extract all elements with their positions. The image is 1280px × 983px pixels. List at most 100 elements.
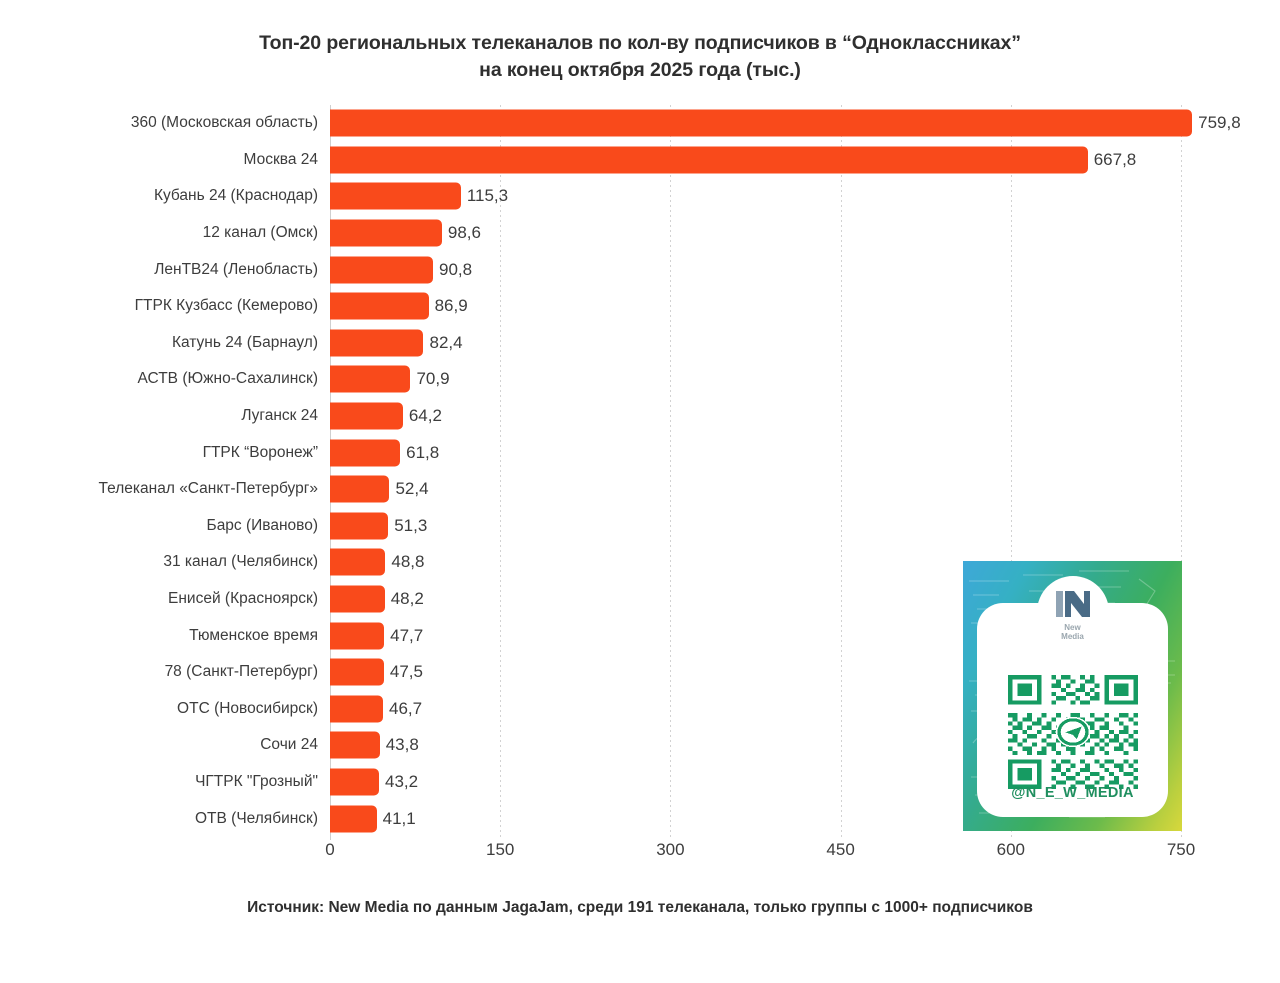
- bar[interactable]: [330, 219, 442, 247]
- bar-category-label: 78 (Санкт-Петербург): [164, 663, 318, 681]
- bar[interactable]: [330, 731, 380, 759]
- bar-value-label: 43,8: [385, 735, 419, 755]
- bar-category-label: Катунь 24 (Барнаул): [171, 333, 318, 351]
- bar[interactable]: [330, 365, 411, 393]
- bar-value-label: 98,6: [447, 223, 481, 243]
- bar[interactable]: [330, 768, 380, 796]
- qr-card-body: @N_E_W_MEDIA: [977, 603, 1168, 817]
- bar-row: ГТРК Кузбасс (Кемерово) 86,9: [0, 288, 1280, 325]
- bar-row: Луганск 24 64,2: [0, 398, 1280, 435]
- bar[interactable]: [330, 256, 434, 284]
- bar-category-label: Кубань 24 (Краснодар): [153, 187, 318, 205]
- bar-row: ГТРК “Воронеж” 61,8: [0, 434, 1280, 471]
- bar-value-label: 759,8: [1198, 113, 1241, 133]
- bar-value-label: 48,2: [390, 589, 424, 609]
- bar-row: Катунь 24 (Барнаул) 82,4: [0, 325, 1280, 362]
- bar-category-label: ОТВ (Челябинск): [195, 809, 318, 827]
- bar-value-label: 41,1: [382, 808, 416, 828]
- bar-category-label: 31 канал (Челябинск): [163, 553, 318, 571]
- bar[interactable]: [330, 622, 385, 650]
- chart-title: Топ-20 региональных телеканалов по кол-в…: [0, 30, 1280, 84]
- bar-row: 12 канал (Омск) 98,6: [0, 215, 1280, 252]
- bar[interactable]: [330, 182, 461, 210]
- bar[interactable]: [330, 475, 390, 503]
- bar-category-label: Сочи 24: [260, 736, 318, 754]
- bar-category-label: Телеканал «Санкт-Петербург»: [98, 480, 318, 498]
- bar-category-label: Москва 24: [243, 150, 318, 168]
- bar-row: Телеканал «Санкт-Петербург» 52,4: [0, 471, 1280, 508]
- bar-row: Москва 24 667,8: [0, 142, 1280, 179]
- source-note: Источник: New Media по данным JagaJam, с…: [247, 899, 1033, 916]
- bar-row: 31 канал (Челябинск) 48,8: [0, 544, 1280, 581]
- bar-row: ОТС (Новосибирск) 46,7: [0, 691, 1280, 728]
- bar-row: Барс (Иваново) 51,3: [0, 508, 1280, 545]
- chart-title-line-1: Топ-20 региональных телеканалов по кол-в…: [259, 32, 1021, 54]
- bar-value-label: 61,8: [406, 442, 440, 462]
- bar-category-label: ГТРК Кузбасс (Кемерово): [134, 297, 318, 315]
- telegram-handle: @N_E_W_MEDIA: [1011, 785, 1134, 801]
- bar-rows: 360 (Московская область) 759,8 Москва 24 66…: [0, 105, 1280, 837]
- bar-value-label: 82,4: [429, 332, 463, 352]
- bar-category-label: 360 (Московская область): [130, 114, 318, 132]
- bar-category-label: ОТС (Новосибирск): [177, 699, 318, 717]
- chart-title-line-2: на конец октября 2025 года (тыс.): [479, 59, 801, 81]
- bar-category-label: Луганск 24: [241, 407, 318, 425]
- bar-value-label: 64,2: [408, 406, 442, 426]
- bar[interactable]: [330, 658, 384, 686]
- bar[interactable]: [330, 146, 1088, 174]
- x-tick-label: 600: [996, 840, 1025, 859]
- bar-value-label: 48,8: [391, 552, 425, 572]
- bar-value-label: 46,7: [388, 698, 423, 718]
- bar-value-label: 52,4: [395, 479, 429, 499]
- x-tick-label: 150: [486, 840, 515, 859]
- watermark-qr-card: @N_E_W_MEDIA New Media: [963, 561, 1182, 831]
- bar-row: Тюменское время 47,7: [0, 617, 1280, 654]
- bar-value-label: 51,3: [394, 515, 428, 535]
- x-tick-label: 300: [656, 840, 685, 859]
- bar[interactable]: [330, 402, 403, 430]
- bar-category-label: 12 канал (Омск): [202, 224, 318, 242]
- bar[interactable]: [330, 512, 389, 540]
- x-tick-label: 750: [1166, 840, 1196, 859]
- x-axis: 0 150 300 450 600 750: [0, 840, 1280, 870]
- bar-row: ЛенТВ24 (Ленобласть) 90,8: [0, 251, 1280, 288]
- bar[interactable]: [330, 292, 429, 320]
- bar[interactable]: [330, 439, 401, 467]
- bar-value-label: 115,3: [466, 186, 509, 206]
- bar[interactable]: [330, 805, 377, 833]
- bar-row: Енисей (Красноярск) 48,2: [0, 581, 1280, 618]
- bar-row: 78 (Санкт-Петербург) 47,5: [0, 654, 1280, 691]
- bar[interactable]: [330, 329, 424, 357]
- bar-row: ЧГТРК "Грозный" 43,2: [0, 764, 1280, 801]
- bar-category-label: ЛенТВ24 (Ленобласть): [154, 260, 318, 278]
- bar-value-label: 70,9: [416, 369, 450, 389]
- new-media-logo-circle: [1036, 576, 1109, 648]
- bar-row: Сочи 24 43,8: [0, 727, 1280, 764]
- x-tick-label: 450: [826, 840, 855, 859]
- bar-row: Кубань 24 (Краснодар) 115,3: [0, 178, 1280, 215]
- bar-category-label: Енисей (Красноярск): [168, 590, 318, 608]
- bar-value-label: 43,2: [385, 771, 419, 791]
- new-media-logo-icon: [1055, 591, 1090, 617]
- bar-row: АСТВ (Южно-Сахалинск) 70,9: [0, 361, 1280, 398]
- bar[interactable]: [330, 695, 383, 723]
- bar-value-label: 86,9: [434, 296, 468, 316]
- bar-row: 360 (Московская область) 759,8: [0, 105, 1280, 142]
- bar-value-label: 47,7: [390, 625, 424, 645]
- bar-row: ОТВ (Челябинск) 41,1: [0, 800, 1280, 837]
- bar-value-label: 47,5: [389, 662, 423, 682]
- bar[interactable]: [330, 548, 386, 576]
- bar[interactable]: [330, 109, 1193, 137]
- new-media-logo-text: New Media: [1061, 623, 1084, 641]
- x-tick-label: 0: [325, 840, 335, 859]
- bar-category-label: АСТВ (Южно-Сахалинск): [137, 370, 318, 388]
- bar-value-label: 667,8: [1093, 149, 1137, 169]
- bar-category-label: Барс (Иваново): [206, 516, 318, 534]
- bar-value-label: 90,8: [439, 259, 473, 279]
- bar-category-label: ГТРК “Воронеж”: [202, 443, 318, 461]
- bar-category-label: ЧГТРК "Грозный": [195, 772, 318, 790]
- bar-category-label: Тюменское время: [189, 626, 318, 644]
- telegram-qr-code: [1002, 671, 1143, 793]
- bar[interactable]: [330, 585, 385, 613]
